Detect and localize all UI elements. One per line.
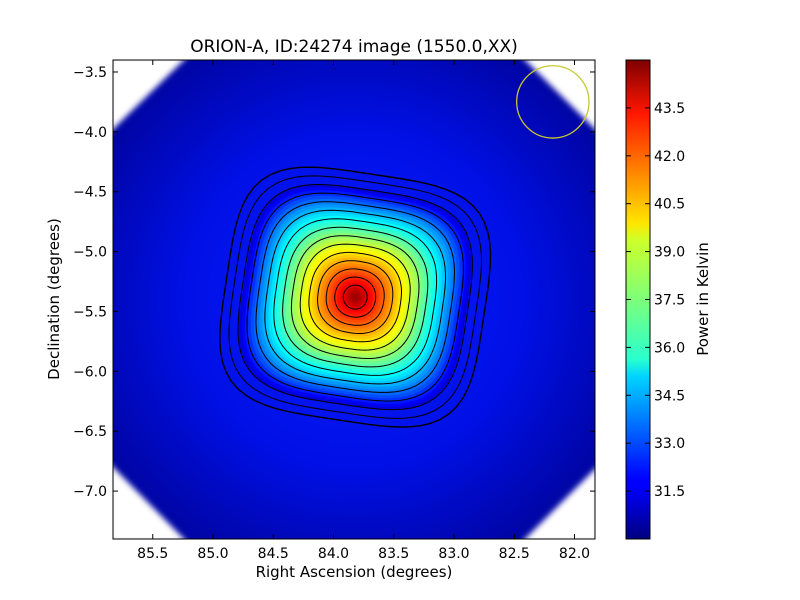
contour-lines	[219, 166, 492, 428]
x-tick-label: 82.0	[559, 546, 590, 562]
beam-marker	[516, 65, 590, 139]
contour-line	[308, 251, 403, 343]
corner-top-right	[525, 60, 595, 130]
source-emission	[239, 184, 472, 410]
contour-line	[282, 226, 429, 368]
colorbar-tick-label: 36.0	[654, 340, 685, 356]
corner-bottom-left	[113, 467, 185, 539]
map-corners	[113, 60, 595, 539]
y-axis-ticks: −3.5 −4.0 −4.5 −5.0 −5.5 −6.0 −6.5 −7.0	[73, 65, 595, 500]
chart-title: ORION-A, ID:24274 image (1550.0,XX)	[190, 37, 518, 57]
plot-area	[113, 60, 595, 539]
colorbar-tick-label: 43.5	[654, 101, 685, 117]
contour-line	[246, 192, 464, 402]
contour-line	[237, 183, 473, 411]
y-tick-label: −3.5	[73, 65, 107, 81]
colorbar-tick-label: 42.0	[654, 149, 685, 165]
contour-line	[264, 209, 446, 385]
x-tick-label: 82.5	[499, 546, 530, 562]
y-tick-label: −5.5	[73, 304, 107, 320]
contour-line	[228, 175, 482, 419]
emission-band	[351, 293, 360, 302]
x-tick-label: 85.5	[137, 546, 168, 562]
corner-top-left	[113, 60, 184, 130]
x-tick-label: 83.0	[438, 546, 469, 562]
x-tick-label: 84.0	[318, 546, 349, 562]
contour-line	[325, 268, 385, 326]
colorbar-label: Power in Kelvin	[694, 242, 712, 356]
contour-line	[255, 201, 456, 393]
colorbar-tick-label: 33.0	[654, 436, 685, 452]
colorbar-tick-label: 40.5	[654, 197, 685, 213]
y-tick-label: −6.5	[73, 424, 107, 440]
colorbar-tick-label: 31.5	[654, 484, 685, 500]
corner-bottom-right	[525, 469, 595, 539]
y-axis-label: Declination (degrees)	[45, 218, 63, 380]
colorbar-tick-label: 34.5	[654, 388, 685, 404]
colorbar-tick-label: 39.0	[654, 245, 685, 261]
contour-line	[299, 243, 411, 351]
x-axis-ticks: 85.5 85.0 84.5 84.0 83.5 83.0 82.5 82.0	[137, 60, 590, 562]
y-tick-label: −5.0	[73, 245, 107, 261]
contour-line	[290, 235, 420, 359]
x-axis-label: Right Ascension (degrees)	[256, 563, 453, 581]
colorbar-ticks: 31.5 33.0 34.5 36.0 37.5 39.0 40.5 42.0 43.5	[626, 101, 685, 500]
x-tick-label: 84.5	[258, 546, 289, 562]
y-tick-label: −4.0	[73, 125, 107, 141]
contour-line	[342, 284, 368, 310]
contour-line	[317, 260, 394, 334]
contour-line	[334, 276, 377, 318]
contour-line	[219, 166, 492, 428]
x-tick-label: 83.5	[378, 546, 409, 562]
plot-frame	[112, 59, 596, 540]
y-tick-label: −4.5	[73, 185, 107, 201]
y-tick-label: −7.0	[73, 484, 107, 500]
contour-line	[273, 218, 438, 376]
y-tick-label: −6.0	[73, 364, 107, 380]
x-tick-label: 85.0	[197, 546, 228, 562]
colorbar-tick-label: 37.5	[654, 293, 685, 309]
